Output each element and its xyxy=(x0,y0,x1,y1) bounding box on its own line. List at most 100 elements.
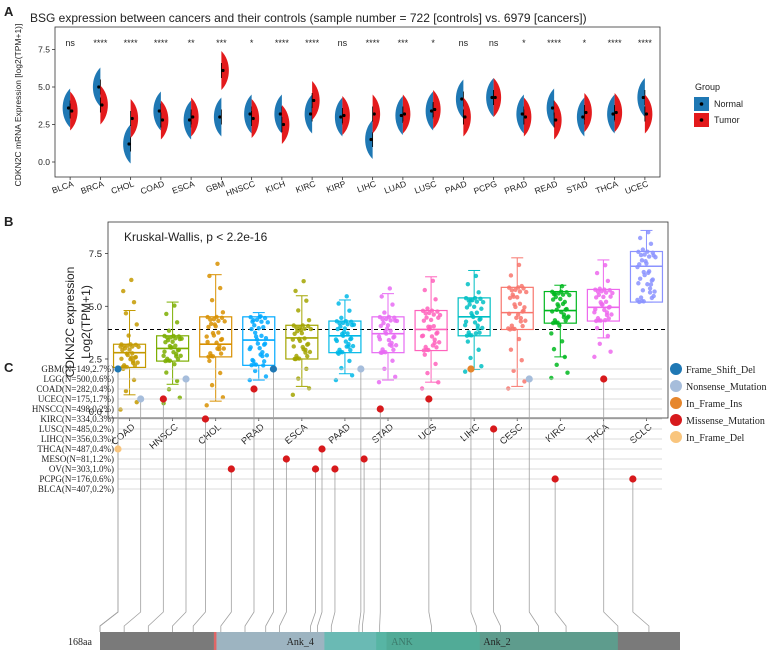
lollipop-stem xyxy=(528,379,539,632)
box-point xyxy=(211,333,217,338)
box-y-tick-label: 5.0 xyxy=(89,302,102,313)
box-point xyxy=(520,323,525,329)
violin-tumor xyxy=(130,99,139,138)
violin-normal-median xyxy=(429,109,434,113)
violin-tumor xyxy=(493,78,502,117)
violin-normal-median xyxy=(581,115,585,119)
violin-normal-median xyxy=(97,85,101,89)
box-point xyxy=(422,352,427,357)
significance-label: * xyxy=(522,38,526,48)
box-point xyxy=(508,347,514,352)
box-point xyxy=(349,319,354,325)
box-point xyxy=(393,343,399,348)
lollipop-layer: GBM(N=149,2.7%)LGG(N=500,0.6%)COAD(N=282… xyxy=(32,363,767,650)
violin-normal xyxy=(637,78,645,117)
significance-label: * xyxy=(250,38,254,48)
lollipop-stem xyxy=(379,409,381,632)
violin-x-tick-label: ESCA xyxy=(171,178,196,195)
panel-letter-c: C xyxy=(4,360,14,375)
lollipop-head xyxy=(360,455,368,463)
lollipop-row-label: LUSC(N=485,0.2%) xyxy=(39,424,114,434)
box-point xyxy=(518,315,524,321)
lollipop-head xyxy=(600,375,608,383)
violin-y-tick-label: 7.5 xyxy=(38,45,50,55)
box-point xyxy=(376,334,382,339)
box-point xyxy=(206,324,211,330)
box-point xyxy=(603,299,609,305)
box-point xyxy=(563,318,568,323)
violin-tumor xyxy=(523,97,532,137)
box-point xyxy=(376,379,382,385)
violin-tumor-median xyxy=(342,113,346,118)
box-point xyxy=(472,320,478,325)
significance-label: *** xyxy=(398,38,409,48)
violin-x-tick-label: CHOL xyxy=(110,178,136,196)
violin-legend-title: Group xyxy=(695,82,720,92)
box-point xyxy=(560,301,566,307)
violin-y-tick-label: 0.0 xyxy=(38,157,50,167)
lollipop-row-label: PCPG(N=176,0.6%) xyxy=(39,474,114,484)
box-point xyxy=(434,345,439,350)
box-x-tick-label: LIHC xyxy=(458,422,482,444)
violin-normal-median xyxy=(187,118,192,122)
significance-label: * xyxy=(431,38,435,48)
box-point xyxy=(642,272,647,278)
protein-length-label: 168aa xyxy=(68,637,92,648)
box-point xyxy=(642,252,647,257)
box-point xyxy=(594,325,600,331)
box-point xyxy=(218,351,224,356)
violin-normal xyxy=(395,96,403,135)
box-point xyxy=(378,323,383,329)
box-point xyxy=(338,324,343,329)
box-point xyxy=(388,318,393,323)
violin-normal xyxy=(425,91,434,131)
lollipop-head xyxy=(331,465,339,473)
violin-tumor-median xyxy=(554,118,558,122)
box-point xyxy=(296,376,301,381)
lollipop-row-label: LGG(N=500,0.6%) xyxy=(43,374,114,384)
violin-x-tick-label: PAAD xyxy=(443,178,468,195)
box-iqr xyxy=(242,316,276,366)
box-point xyxy=(259,333,264,339)
lollipop-row-label: OV(N=303,1.0%) xyxy=(49,464,114,474)
box-point xyxy=(303,347,308,353)
lollipop-stem xyxy=(428,399,432,632)
box-point xyxy=(646,254,652,259)
lollipop-stem xyxy=(172,379,187,632)
box-point xyxy=(294,353,299,359)
box-point xyxy=(473,273,479,279)
box-point xyxy=(561,312,567,317)
box-point xyxy=(162,349,167,354)
box-point xyxy=(427,310,432,316)
box-point xyxy=(436,380,441,385)
box-point xyxy=(129,277,134,283)
box-point xyxy=(265,320,270,325)
box-point xyxy=(595,316,601,321)
box-point xyxy=(556,304,561,309)
box-point xyxy=(515,295,520,300)
box-point xyxy=(336,301,341,306)
violin-tumor-median xyxy=(523,115,528,119)
box-point xyxy=(422,287,427,293)
box-point xyxy=(127,347,132,352)
lollipop-legend-label: Missense_Mutation xyxy=(686,416,765,427)
box-point xyxy=(431,312,436,317)
lollipop-stem xyxy=(330,469,336,632)
box-point xyxy=(176,334,182,339)
box-point xyxy=(170,339,175,344)
box-point xyxy=(211,317,217,322)
box-point xyxy=(134,322,139,327)
lollipop-stem xyxy=(279,459,287,632)
box-point xyxy=(567,292,572,298)
box-point xyxy=(651,293,656,299)
box-point xyxy=(553,294,559,300)
box-point xyxy=(608,294,613,299)
box-point xyxy=(164,311,169,317)
box-point xyxy=(306,317,312,323)
lollipop-stem xyxy=(265,369,274,632)
violin-normal-median xyxy=(308,112,313,116)
box-point xyxy=(172,361,177,367)
violin-x-tick-label: BLCA xyxy=(51,178,76,195)
box-point xyxy=(350,343,356,349)
lollipop-row-label: BLCA(N=407,0.2%) xyxy=(38,484,114,494)
